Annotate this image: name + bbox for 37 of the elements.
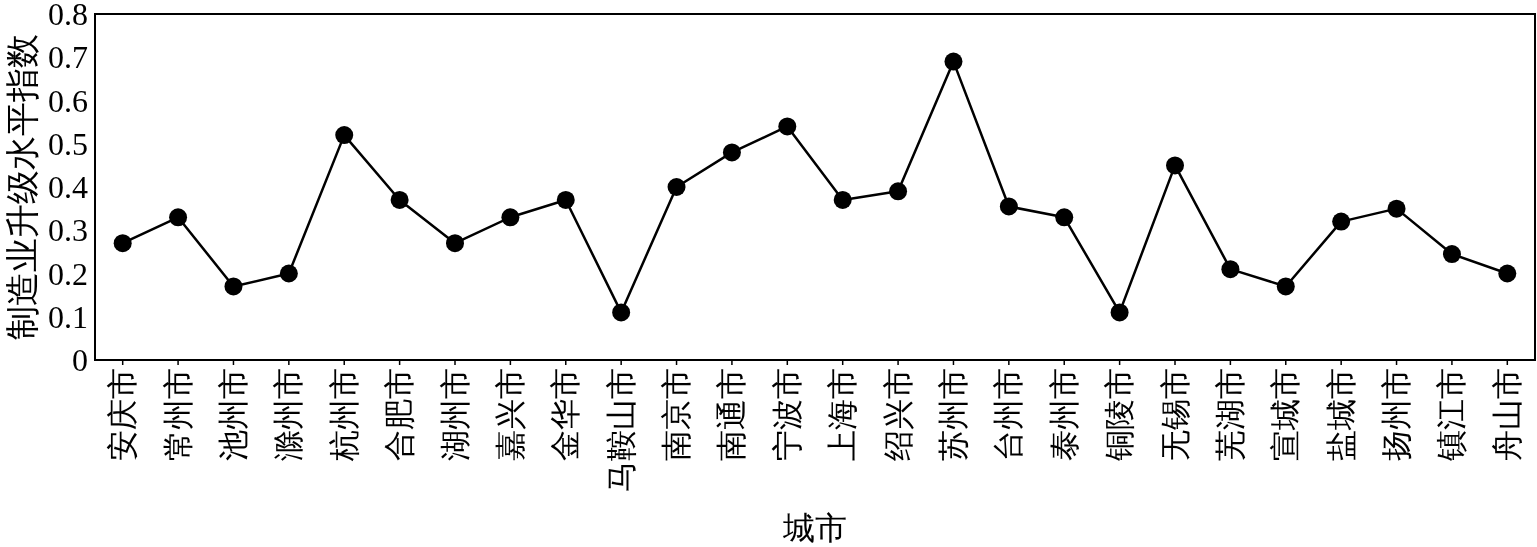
y-axis-title: 制造业升级水平指数: [4, 34, 41, 340]
x-tick-label: 宣城市: [1268, 368, 1304, 461]
x-tick-label: 南京市: [659, 368, 695, 461]
x-tick-label: 芜湖市: [1212, 368, 1248, 461]
x-tick-label: 杭州市: [326, 368, 362, 461]
x-tick-label: 池州市: [215, 368, 251, 461]
x-tick-label: 上海市: [825, 368, 861, 461]
x-tick-label: 苏州市: [935, 368, 971, 461]
x-tick-label: 宁波市: [769, 368, 805, 461]
x-tick-label: 湖州市: [437, 368, 473, 461]
x-tick-label: 绍兴市: [880, 368, 916, 461]
y-tick-label: 0.6: [48, 82, 88, 119]
x-tick-label: 泰州市: [1046, 368, 1082, 461]
x-tick-label: 无锡市: [1157, 368, 1193, 461]
y-tick-label: 0.8: [48, 0, 88, 32]
x-tick-label: 常州市: [160, 368, 196, 461]
y-tick-label: 0.2: [48, 255, 88, 292]
y-tick-label: 0.5: [48, 125, 88, 162]
x-tick-label: 铜陵市: [1102, 368, 1138, 461]
x-tick-label: 滁州市: [271, 368, 307, 461]
x-tick-label: 金华市: [548, 368, 584, 461]
x-tick-label: 盐城市: [1323, 368, 1359, 461]
y-tick-label: 0: [72, 342, 88, 378]
x-tick-label: 马鞍山市: [603, 368, 639, 492]
x-tick-label: 合肥市: [382, 368, 418, 461]
x-tick-label: 南通市: [714, 368, 750, 461]
y-tick-label: 0.1: [48, 298, 88, 335]
x-tick-label: 安庆市: [105, 368, 141, 461]
x-tick-label: 台州市: [991, 368, 1027, 461]
x-tick-label: 镇江市: [1434, 368, 1470, 461]
x-tick-label: 舟山市: [1489, 368, 1525, 461]
x-tick-label: 嘉兴市: [492, 368, 528, 461]
y-tick-label: 0.7: [48, 39, 88, 76]
y-tick-label: 0.4: [48, 169, 88, 205]
y-tick-label: 0.3: [48, 212, 88, 249]
x-axis-title: 城市: [783, 510, 847, 546]
x-tick-label: 扬州市: [1379, 368, 1415, 461]
